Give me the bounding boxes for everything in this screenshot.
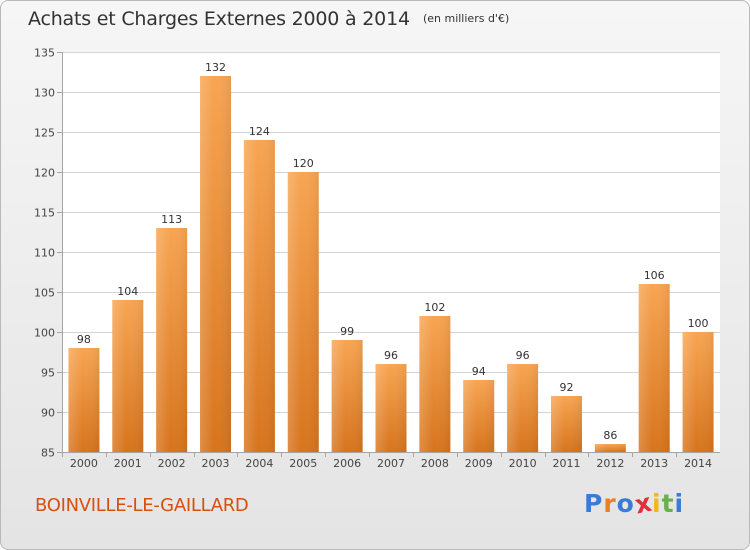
x-tick-label: 2000: [70, 457, 98, 470]
bar-value-label: 99: [340, 325, 354, 338]
bar-value-label: 92: [559, 381, 573, 394]
y-tick-label: 130: [34, 87, 55, 100]
bar-value-label: 94: [472, 365, 486, 378]
proxiti-logo: Proxiti: [584, 488, 685, 520]
x-tick-label: 2014: [684, 457, 712, 470]
bar-sheen: [638, 284, 670, 452]
bar-value-label: 98: [77, 333, 91, 346]
y-tick-label: 135: [34, 47, 55, 60]
chart-title: Achats et Charges Externes 2000 à 2014: [28, 8, 410, 30]
axes: [57, 52, 720, 457]
bar-value-label: 86: [603, 429, 617, 442]
chart-title-row: Achats et Charges Externes 2000 à 2014 (…: [28, 8, 509, 30]
y-tick-label: 95: [41, 367, 55, 380]
x-tick-label: 2005: [289, 457, 317, 470]
bar-sheen: [419, 316, 451, 452]
x-tick-label: 2009: [465, 457, 493, 470]
x-tick-label: 2006: [333, 457, 361, 470]
y-tick-label: 85: [41, 447, 55, 460]
bar-sheen: [156, 228, 188, 452]
y-tick-label: 105: [34, 287, 55, 300]
bar-sheen: [243, 140, 275, 452]
bar-value-label: 96: [516, 349, 530, 362]
y-tick-label: 110: [34, 247, 55, 260]
x-tick-label: 2013: [640, 457, 668, 470]
bars: [68, 76, 714, 452]
x-tick-label: 2001: [114, 457, 142, 470]
y-tick-label: 90: [41, 407, 55, 420]
y-tick-label: 100: [34, 327, 55, 340]
bar-sheen: [375, 364, 407, 452]
bar-sheen: [550, 396, 582, 452]
bar-value-label: 96: [384, 349, 398, 362]
bar-sheen: [200, 76, 232, 452]
bar-value-label: 100: [688, 317, 709, 330]
town-name: BOINVILLE-LE-GAILLARD: [35, 495, 249, 516]
bar-value-label: 104: [117, 285, 138, 298]
y-tick-label: 125: [34, 127, 55, 140]
chart-subtitle: (en milliers d'€): [422, 12, 510, 25]
logo-letter: i: [652, 489, 662, 518]
y-tick-label: 115: [34, 207, 55, 220]
logo-letter: r: [603, 489, 617, 518]
x-tick-label: 2008: [421, 457, 449, 470]
bar-value-label: 113: [161, 213, 182, 226]
x-tick-label: 2002: [158, 457, 186, 470]
bar-sheen: [287, 172, 319, 452]
x-tick-label: 2004: [245, 457, 273, 470]
logo-letter: t: [661, 489, 675, 518]
y-tick-label: 120: [34, 167, 55, 180]
bar-sheen: [594, 444, 626, 452]
logo-letter: o: [616, 489, 635, 518]
bar-sheen: [463, 380, 495, 452]
x-tick-label: 2011: [552, 457, 580, 470]
x-tick-label: 2007: [377, 457, 405, 470]
x-tick-label: 2010: [509, 457, 537, 470]
logo-letter: i: [674, 489, 685, 518]
x-tick-label: 2003: [202, 457, 230, 470]
bar-sheen: [682, 332, 714, 452]
bar-value-label: 106: [644, 269, 665, 282]
bar-sheen: [507, 364, 539, 452]
bar-sheen: [68, 348, 100, 452]
labels: 85 90 95 100 105 110 115 120 125 130 135 98 2000 104 2…: [34, 47, 712, 471]
bar-value-label: 120: [293, 157, 314, 170]
logo-letter: P: [584, 489, 604, 518]
bar-value-label: 132: [205, 61, 226, 74]
bar-value-label: 102: [424, 301, 445, 314]
bar-value-label: 124: [249, 125, 270, 138]
bar-sheen: [112, 300, 144, 452]
x-tick-label: 2012: [596, 457, 624, 470]
bar-sheen: [331, 340, 363, 452]
